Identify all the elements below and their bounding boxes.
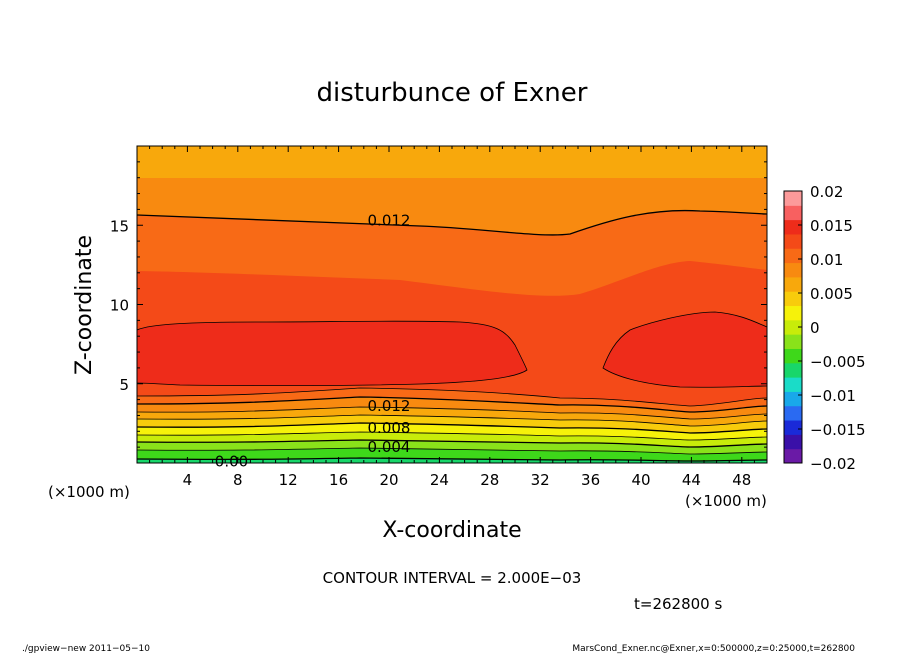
colorbar-tick-label: 0.02	[810, 183, 843, 201]
colorbar-swatch	[784, 276, 802, 292]
contour-line-004	[137, 439, 767, 448]
colorbar-swatch	[784, 262, 802, 278]
contour-line-008	[137, 422, 767, 434]
contour-line-upper	[137, 209, 767, 236]
x-axis-title: X-coordinate	[382, 518, 521, 543]
x-tick-label: 32	[531, 471, 550, 489]
contour-lines	[137, 209, 767, 462]
contour-line-right-core	[602, 311, 767, 388]
chart-title: disturbunce of Exner	[317, 78, 588, 108]
colorbar-swatch	[784, 391, 802, 407]
x-tick-label: 48	[732, 471, 751, 489]
contour-line-left-core	[137, 320, 528, 387]
x-tick-label: 16	[329, 471, 348, 489]
colorbar-tick-label: 0.005	[810, 285, 853, 303]
x-tick-label: 40	[631, 471, 650, 489]
contour-interval-text: CONTOUR INTERVAL = 2.000E−03	[323, 569, 582, 587]
x-tick-label: 12	[279, 471, 298, 489]
x-tick-label: 24	[430, 471, 449, 489]
colorbar-tick-label: −0.015	[810, 421, 866, 439]
footer-left-text: ./gpview−new 2011−05−10	[22, 644, 150, 654]
colorbar-tick-label: −0.02	[810, 455, 856, 473]
colorbar-swatch	[784, 334, 802, 349]
contour-label: 0.012	[368, 397, 411, 415]
x-tick-label: 44	[682, 471, 701, 489]
colorbar-swatch	[784, 291, 802, 307]
contour-line-l10	[137, 431, 767, 441]
y-tick-label: 5	[119, 376, 129, 394]
colorbar-swatch	[784, 362, 802, 378]
colorbar-swatch	[784, 405, 802, 421]
x-tick-label: 8	[233, 471, 243, 489]
colorbar-swatch	[784, 219, 802, 235]
y-axis-unit: (×1000 m)	[48, 483, 130, 501]
colorbar-tick-label: 0	[810, 319, 820, 337]
contour-line-l7	[137, 406, 767, 420]
contour-line-l5	[137, 387, 767, 407]
y-axis-title: Z-coordinate	[72, 235, 97, 375]
footer-right-text: MarsCond_Exner.nc@Exner,x=0:500000,z=0:2…	[572, 644, 855, 654]
time-text: t=262800 s	[634, 595, 722, 613]
y-tick-label: 15	[110, 217, 129, 235]
x-tick-label: 20	[379, 471, 398, 489]
contour-label: 0.012	[368, 211, 411, 229]
x-tick-label: 4	[183, 471, 193, 489]
contour-label: 0.008	[368, 419, 411, 437]
contour-label: 0.00	[215, 452, 248, 470]
colorbar-swatch	[784, 434, 802, 450]
colorbar-tick-label: −0.005	[810, 353, 866, 371]
colorbar-tick-label: −0.01	[810, 387, 856, 405]
colorbar-swatch	[784, 348, 802, 364]
colorbar-swatch	[784, 233, 802, 249]
colorbar-swatch	[784, 191, 802, 206]
colorbar-swatch	[784, 248, 802, 264]
contour-line-012-low	[137, 396, 767, 413]
contour-fill	[137, 146, 767, 463]
colorbar-tick-label: 0.015	[810, 217, 853, 235]
contour-label: 0.004	[368, 438, 411, 456]
y-tick-label: 10	[110, 297, 129, 315]
band-red-right	[603, 312, 767, 388]
colorbar-swatch	[784, 377, 802, 392]
colorbar-tick-label: 0.01	[810, 251, 843, 269]
x-tick-label: 36	[581, 471, 600, 489]
colorbar-swatch	[784, 448, 802, 464]
colorbar-swatch	[784, 305, 802, 321]
x-tick-label: 28	[480, 471, 499, 489]
colorbar-swatch	[784, 420, 802, 435]
colorbar-swatch	[784, 319, 802, 335]
contour-line-l12	[137, 447, 767, 455]
x-axis-unit: (×1000 m)	[685, 492, 767, 510]
contour-line-l8	[137, 414, 767, 427]
colorbar: 0.02 0.015 0.01 0.005 0 −0.005 −0.01 −0.015 −0.0…	[783, 183, 866, 473]
colorbar-swatch	[784, 205, 802, 221]
band-red-left	[137, 321, 527, 386]
